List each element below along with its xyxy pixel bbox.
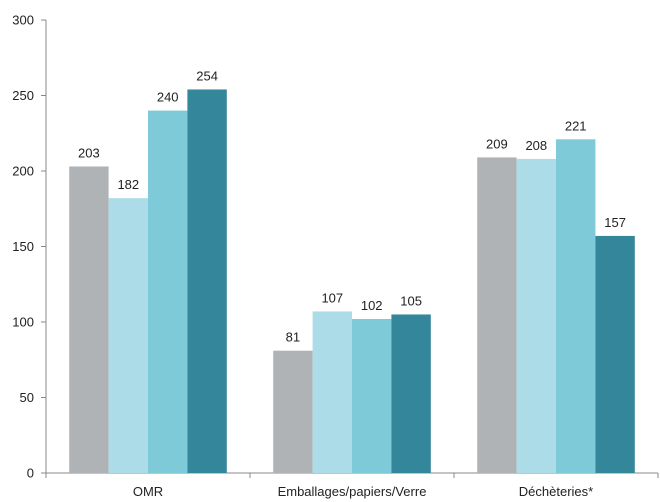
y-axis: 0 50 100 150 200 250 300 (12, 13, 47, 481)
data-label: 107 (321, 290, 343, 305)
bar (556, 139, 596, 474)
data-label: 105 (400, 293, 422, 308)
y-tick-label: 50 (20, 390, 34, 405)
y-tick-label: 100 (12, 315, 34, 330)
y-tick-label: 150 (12, 239, 34, 254)
data-label: 182 (117, 177, 139, 192)
data-label: 102 (361, 298, 383, 313)
y-tick-label: 0 (27, 466, 34, 481)
bar (69, 166, 109, 473)
data-label: 254 (196, 68, 218, 83)
bar (595, 235, 635, 473)
bar (352, 318, 392, 473)
bar (477, 157, 517, 473)
data-label: 221 (565, 118, 587, 133)
data-label: 209 (486, 136, 508, 151)
data-label: 81 (286, 330, 300, 345)
data-label: 240 (157, 90, 179, 105)
y-tick-label: 250 (12, 88, 34, 103)
y-tick-label: 300 (12, 13, 34, 28)
data-label: 157 (604, 215, 626, 230)
bar (516, 158, 556, 474)
bar (187, 89, 227, 474)
bar (108, 198, 148, 473)
x-axis: OMR Emballages/papiers/Verre Déchèteries* (45, 472, 659, 499)
y-tick-label: 200 (12, 164, 34, 179)
data-label: 208 (525, 138, 547, 153)
bar (312, 311, 352, 473)
bar (391, 314, 431, 473)
x-category-label: Emballages/papiers/Verre (278, 484, 427, 499)
bar (148, 110, 188, 473)
x-category-label: OMR (133, 484, 163, 499)
x-category-label: Déchèteries* (519, 484, 593, 499)
bars (69, 89, 635, 474)
bar (273, 350, 313, 473)
data-labels: 203 182 240 254 81 107 102 105 209 208 221 157 (78, 68, 626, 344)
data-label: 203 (78, 145, 100, 160)
